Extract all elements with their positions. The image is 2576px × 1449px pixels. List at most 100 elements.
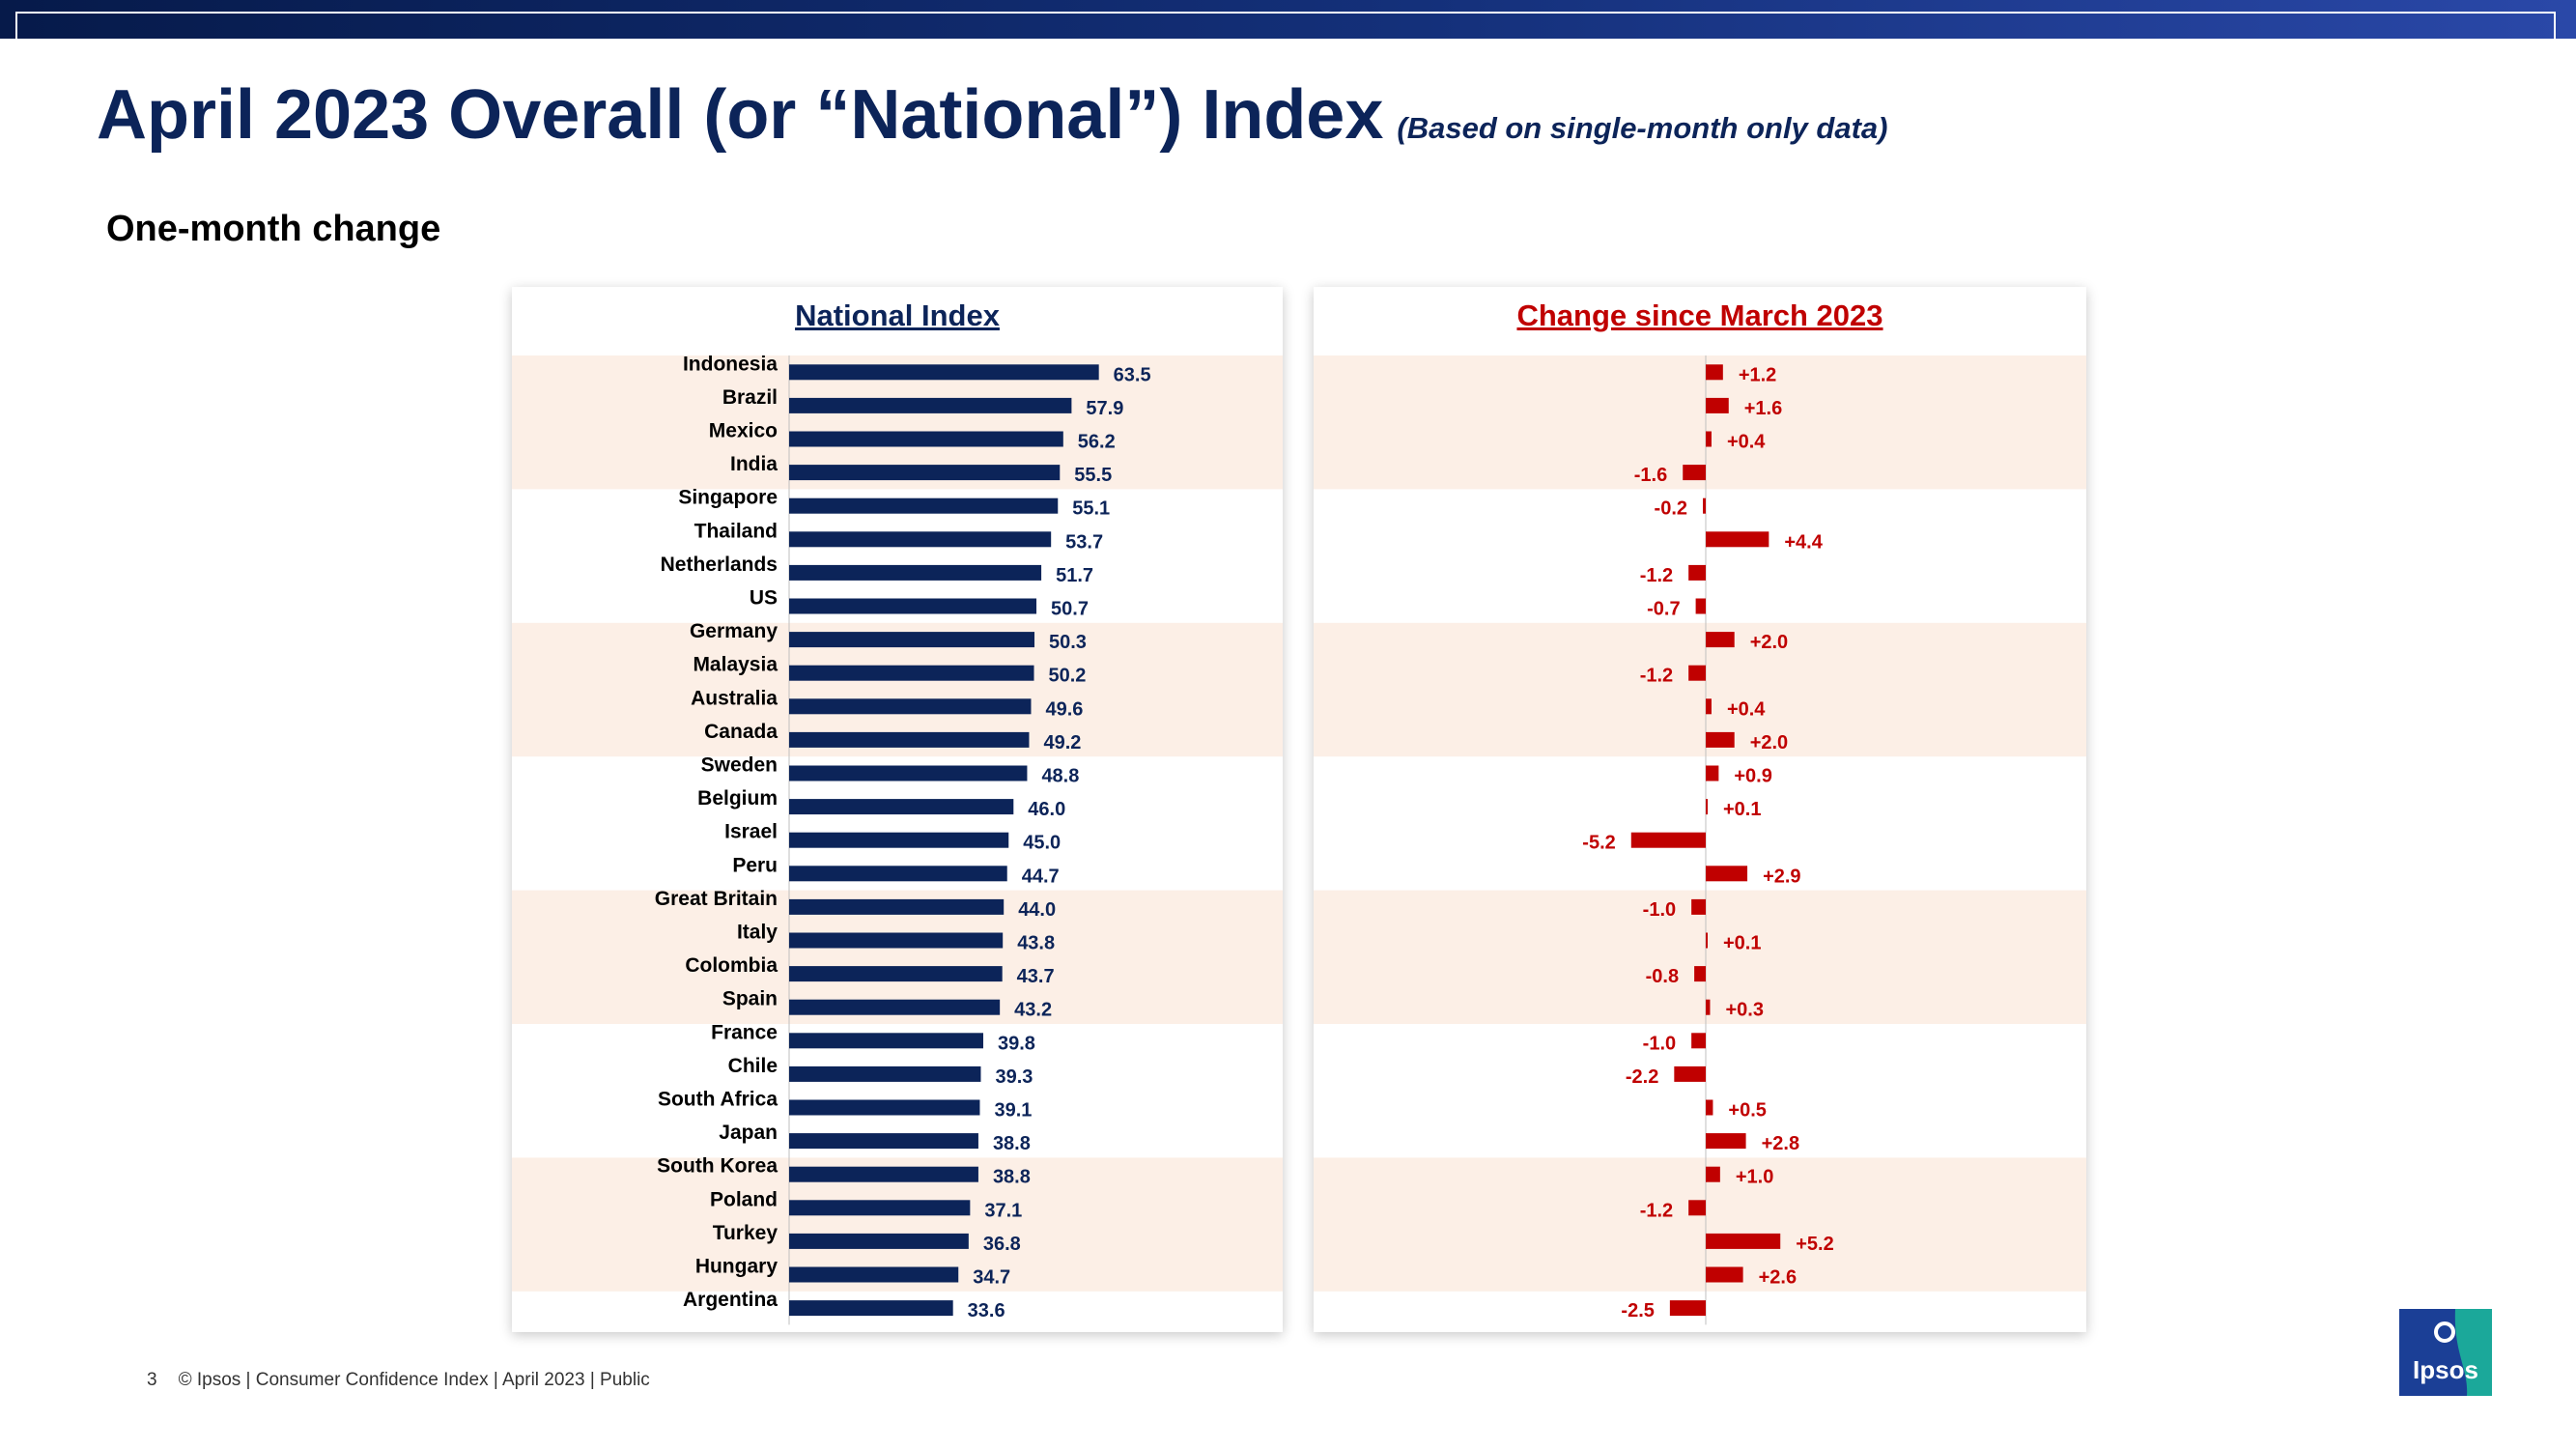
national-value-spain: 43.2 <box>1014 1000 1052 1021</box>
change-chart: +1.2 +1.6 +0.4 -1.6 -0.2 +4.4 -1.2 -0.7 +2.0 -1.2… <box>1314 355 2086 1325</box>
page-title: April 2023 Overall (or “National”) Index… <box>97 75 1887 155</box>
change-bar-us <box>1695 598 1706 614</box>
national-bar-thailand <box>789 531 1052 548</box>
category-label-mexico: Mexico <box>709 420 778 442</box>
change-bar-germany <box>1706 632 1735 648</box>
change-value-spain: +0.3 <box>1725 1000 1763 1021</box>
category-label-israel: Israel <box>724 821 778 843</box>
national-value-japan: 38.8 <box>993 1133 1031 1154</box>
category-label-poland: Poland <box>710 1188 778 1210</box>
change-value-canada: +2.0 <box>1750 732 1788 753</box>
change-value-indonesia: +1.2 <box>1739 364 1776 385</box>
change-value-japan: +2.8 <box>1762 1133 1799 1154</box>
change-value-turkey: +5.2 <box>1796 1234 1833 1255</box>
national-value-australia: 49.6 <box>1045 698 1083 720</box>
ipsos-logo: Ipsos <box>2399 1309 2492 1396</box>
national-bar-chile <box>789 1065 981 1082</box>
change-bar-israel <box>1630 832 1706 848</box>
national-value-chile: 39.3 <box>995 1066 1033 1088</box>
section-label: One-month change <box>106 209 441 249</box>
category-label-italy: Italy <box>737 922 778 944</box>
national-value-mexico: 56.2 <box>1078 432 1116 453</box>
national-bar-spain <box>789 999 1001 1015</box>
change-bar-colombia <box>1694 966 1706 982</box>
national-bar-south-korea <box>789 1166 978 1182</box>
national-bar-colombia <box>789 966 1003 982</box>
change-value-thailand: +4.4 <box>1784 531 1823 553</box>
change-bar-india <box>1683 465 1706 481</box>
top-banner-frame <box>15 12 2556 39</box>
category-label-malaysia: Malaysia <box>693 654 778 676</box>
change-value-netherlands: -1.2 <box>1640 565 1673 586</box>
change-bar-brazil <box>1706 397 1729 413</box>
change-bar-malaysia <box>1688 665 1706 681</box>
national-value-singapore: 55.1 <box>1072 498 1110 520</box>
national-index-title: National Index <box>795 298 1000 332</box>
national-bar-germany <box>789 632 1035 648</box>
category-label-south-korea: South Korea <box>657 1155 778 1178</box>
footer: 3 © Ipsos | Consumer Confidence Index | A… <box>147 1370 650 1391</box>
category-label-thailand: Thailand <box>694 520 778 542</box>
national-value-thailand: 53.7 <box>1065 531 1103 553</box>
national-bar-hungary <box>789 1266 959 1283</box>
change-bar-turkey <box>1706 1233 1781 1249</box>
top-banner <box>0 0 2576 39</box>
change-bar-south-africa <box>1706 1099 1713 1116</box>
national-bar-canada <box>789 731 1030 748</box>
category-label-germany: Germany <box>690 620 778 642</box>
change-bar-netherlands <box>1688 564 1706 581</box>
change-bar-hungary <box>1706 1266 1743 1283</box>
category-label-france: France <box>711 1021 778 1043</box>
national-value-poland: 37.1 <box>984 1200 1022 1221</box>
national-bar-brazil <box>789 397 1072 413</box>
change-bar-chile <box>1674 1065 1706 1082</box>
change-bar-italy <box>1706 932 1708 949</box>
category-label-south-africa: South Africa <box>658 1089 778 1111</box>
change-value-brazil: +1.6 <box>1744 398 1782 419</box>
national-bar-mexico <box>789 431 1063 447</box>
logo-mark <box>2434 1321 2455 1343</box>
national-bar-france <box>789 1033 983 1049</box>
title-main: April 2023 Overall (or “National”) Index <box>97 76 1384 154</box>
national-value-peru: 44.7 <box>1022 866 1060 887</box>
national-value-hungary: 34.7 <box>973 1267 1010 1289</box>
change-value-sweden: +0.9 <box>1734 766 1771 787</box>
footer-text: © Ipsos | Consumer Confidence Index | Ap… <box>178 1370 650 1390</box>
change-value-hungary: +2.6 <box>1759 1267 1797 1289</box>
row-band <box>1314 622 2086 757</box>
category-label-sweden: Sweden <box>701 754 778 777</box>
change-bar-argentina <box>1669 1300 1706 1317</box>
change-value-france: -1.0 <box>1643 1033 1676 1054</box>
change-value-singapore: -0.2 <box>1655 498 1687 520</box>
national-value-turkey: 36.8 <box>983 1234 1021 1255</box>
national-value-belgium: 46.0 <box>1028 799 1065 820</box>
national-value-israel: 45.0 <box>1023 833 1061 854</box>
category-label-japan: Japan <box>719 1122 778 1144</box>
national-value-germany: 50.3 <box>1049 632 1087 653</box>
national-value-sweden: 48.8 <box>1041 766 1079 787</box>
category-label-indonesia: Indonesia <box>683 353 778 375</box>
category-label-australia: Australia <box>691 687 778 709</box>
national-value-colombia: 43.7 <box>1017 966 1055 987</box>
national-bar-us <box>789 598 1037 614</box>
change-bar-poland <box>1688 1200 1706 1216</box>
category-label-singapore: Singapore <box>678 487 778 509</box>
national-bar-south-africa <box>789 1099 980 1116</box>
category-label-chile: Chile <box>728 1055 778 1077</box>
change-value-poland: -1.2 <box>1640 1200 1673 1221</box>
change-bar-spain <box>1706 999 1711 1015</box>
national-bar-india <box>789 465 1061 481</box>
national-value-great-britain: 44.0 <box>1018 899 1056 921</box>
page-number: 3 <box>147 1370 157 1390</box>
national-bar-indonesia <box>789 364 1099 381</box>
change-value-belgium: +0.1 <box>1723 799 1761 820</box>
category-label-colombia: Colombia <box>685 954 778 977</box>
change-bar-france <box>1691 1033 1706 1049</box>
change-bar-mexico <box>1706 431 1712 447</box>
change-bar-singapore <box>1703 497 1706 514</box>
national-bar-italy <box>789 932 1004 949</box>
national-bar-turkey <box>789 1233 969 1249</box>
change-bar-peru <box>1706 866 1748 882</box>
change-value-colombia: -0.8 <box>1646 966 1679 987</box>
change-bar-belgium <box>1706 799 1708 815</box>
